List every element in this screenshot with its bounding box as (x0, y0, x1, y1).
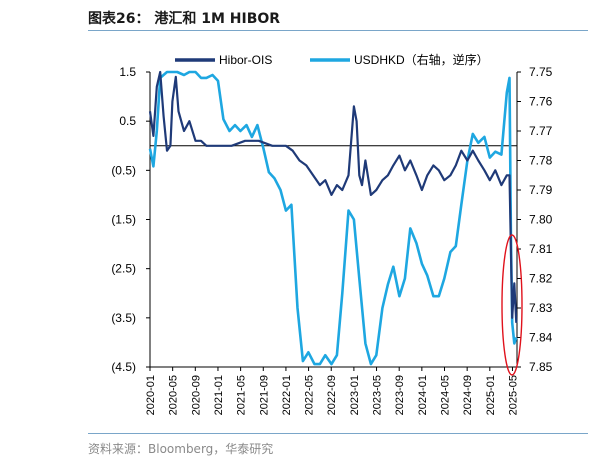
highlight-ellipse (501, 234, 523, 376)
x-tick-label: 2022-01 (281, 375, 293, 415)
left-tick-label: (2.5) (111, 262, 136, 276)
x-tick-label: 2022-09 (326, 375, 338, 415)
right-tick-label: 7.83 (529, 301, 553, 315)
series-line-usdhkd (148, 70, 518, 366)
right-tick-label: 7.76 (529, 95, 553, 109)
axes: 1.5 0.5 (0.5) (1.5) (2.5) (3.5) (4.5) 7.75 7.76 7… (111, 65, 552, 415)
right-tick-label: 7.80 (529, 213, 553, 227)
legend: Hibor-OIS USDHKD（右轴，逆序） (175, 52, 489, 67)
right-tick-label: 7.75 (529, 65, 553, 79)
left-tick-label: (3.5) (111, 311, 136, 325)
x-tick-label: 2024-05 (440, 375, 452, 415)
source-note: 资料来源：Bloomberg，华泰研究 (88, 442, 274, 456)
x-tick-label: 2024-01 (417, 375, 429, 415)
figure-title: 图表26： 港汇和 1M HIBOR (88, 11, 281, 27)
left-tick-label: 0.5 (119, 114, 136, 128)
x-tick-label: 2024-09 (462, 375, 474, 415)
series-line-hibor-ois (148, 70, 518, 323)
title-rule (88, 30, 588, 31)
x-tick-label: 2025-05 (507, 375, 519, 415)
x-tick-label: 2022-05 (304, 375, 316, 415)
right-tick-label: 7.77 (529, 124, 553, 138)
left-tick-label: (1.5) (111, 213, 136, 227)
x-tick-label: 2020-05 (168, 375, 180, 415)
x-tick-label: 2021-05 (236, 375, 248, 415)
x-tick-label: 2023-09 (394, 375, 406, 415)
legend-label-hibor: Hibor-OIS (219, 53, 272, 67)
right-tick-label: 7.85 (529, 360, 553, 374)
legend-label-usdhkd: USDHKD（右轴，逆序） (354, 52, 489, 67)
x-tick-label: 2025-01 (485, 375, 497, 415)
right-tick-label: 7.82 (529, 272, 553, 286)
right-tick-label: 7.79 (529, 183, 553, 197)
right-tick-label: 7.84 (529, 331, 553, 345)
left-tick-label: (0.5) (111, 163, 136, 177)
x-tick-label: 2020-01 (145, 375, 157, 415)
x-tick-label: 2020-09 (190, 375, 202, 415)
x-tick-label: 2023-05 (372, 375, 384, 415)
footer-rule (88, 433, 588, 434)
series-group (148, 70, 518, 366)
left-tick-label: (4.5) (111, 360, 136, 374)
x-tick-label: 2021-01 (213, 375, 225, 415)
right-tick-label: 7.78 (529, 154, 553, 168)
right-tick-label: 7.81 (529, 242, 553, 256)
left-tick-label: 1.5 (119, 65, 136, 79)
x-tick-label: 2021-09 (258, 375, 270, 415)
x-tick-label: 2023-01 (349, 375, 361, 415)
